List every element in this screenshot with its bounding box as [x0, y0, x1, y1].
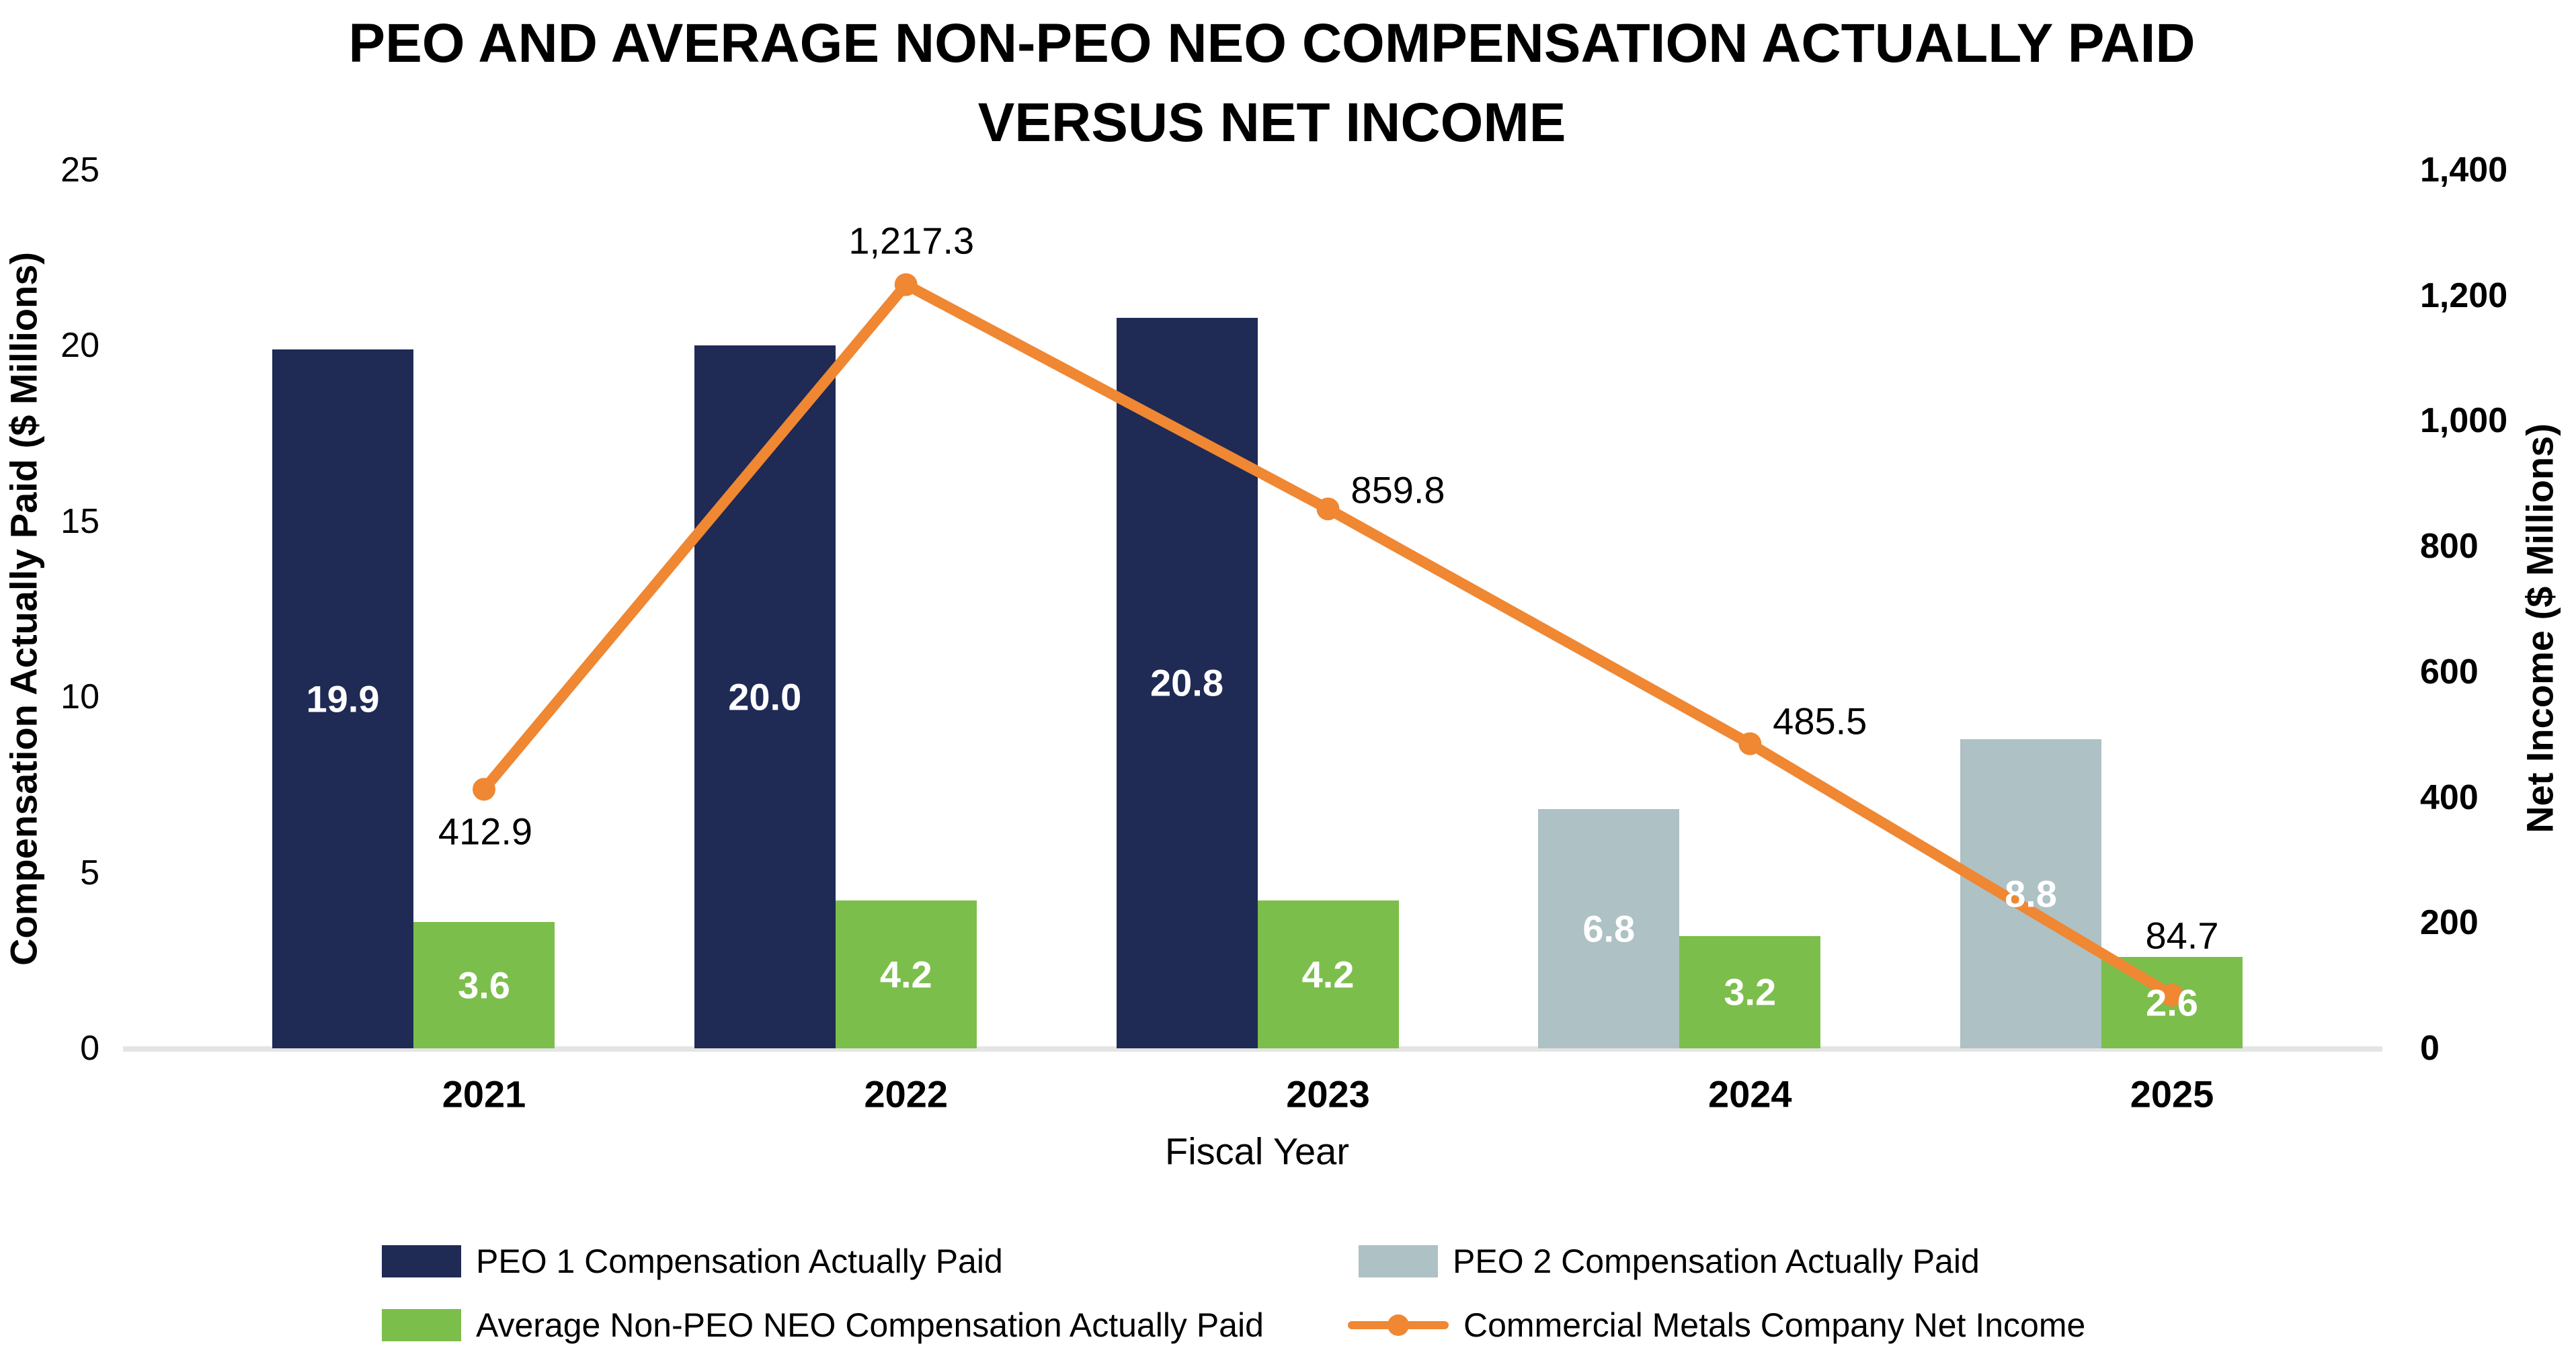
bar-value-label: 2.6 — [2146, 981, 2198, 1024]
legend-dot-icon — [1387, 1314, 1409, 1336]
x-axis-category-label: 2022 — [864, 1072, 949, 1116]
legend-item-nonpeo: Average Non-PEO NEO Compensation Actuall… — [382, 1304, 1264, 1346]
left-axis-tick: 10 — [61, 677, 99, 717]
nonpeo-legend-swatch — [382, 1309, 461, 1341]
peo1-legend-label: PEO 1 Compensation Actually Paid — [476, 1243, 1003, 1280]
x-axis-title: Fiscal Year — [1165, 1130, 1349, 1173]
net-income-legend-marker-icon — [1348, 1309, 1449, 1341]
right-axis-tick: 800 — [2420, 527, 2479, 566]
x-axis-category-label: 2024 — [1707, 1072, 1792, 1116]
chart-title-line2: VERSUS NET INCOME — [977, 92, 1566, 153]
left-axis-tick: 0 — [80, 1029, 99, 1068]
right-axis-tick: 0 — [2420, 1029, 2440, 1068]
legend-item-peo1: PEO 1 Compensation Actually Paid — [382, 1240, 1003, 1283]
left-axis-tick: 5 — [80, 853, 99, 892]
right-axis-tick: 200 — [2420, 903, 2479, 943]
right-axis-title: Net Income ($ Millions) — [2518, 423, 2561, 833]
bar-value-label: 8.8 — [2005, 872, 2057, 915]
peo2-legend-label: PEO 2 Compensation Actually Paid — [1453, 1243, 1980, 1280]
net-income-legend-label: Commercial Metals Company Net Income — [1463, 1306, 2086, 1344]
right-axis-tick: 400 — [2420, 777, 2479, 817]
x-axis-category-label: 2021 — [442, 1072, 526, 1116]
net-income-value-label: 485.5 — [1773, 700, 1867, 743]
x-axis-category-label: 2023 — [1286, 1072, 1370, 1116]
net-income-marker — [473, 777, 495, 801]
left-axis-tick: 20 — [61, 326, 99, 366]
net-income-value-label: 859.8 — [1351, 468, 1445, 511]
x-axis-baseline — [123, 1046, 2382, 1052]
legend-item-peo2: PEO 2 Compensation Actually Paid — [1359, 1240, 1980, 1283]
left-axis-tick: 25 — [61, 151, 99, 190]
right-axis-tick: 600 — [2420, 652, 2479, 691]
bar-value-label: 4.2 — [879, 953, 932, 996]
bar-value-label: 6.8 — [1582, 907, 1636, 950]
net-income-marker — [1316, 497, 1340, 521]
right-axis-tick: 1,000 — [2420, 401, 2508, 441]
x-axis-category-label: 2025 — [2130, 1072, 2214, 1116]
bar-navy — [272, 349, 413, 1048]
peo1-legend-swatch — [382, 1245, 461, 1277]
bar-value-label: 20.8 — [1150, 661, 1223, 704]
peo2-legend-swatch — [1359, 1245, 1438, 1277]
net-income-marker — [894, 273, 918, 296]
right-axis-tick: 1,400 — [2420, 151, 2508, 190]
chart-title: PEO AND AVERAGE NON-PEO NEO COMPENSATION… — [0, 4, 2544, 163]
left-axis-tick: 15 — [61, 501, 99, 541]
chart-title-line1: PEO AND AVERAGE NON-PEO NEO COMPENSATION… — [348, 13, 2196, 74]
net-income-value-label: 84.7 — [2145, 914, 2219, 957]
net-income-value-label: 1,217.3 — [848, 219, 975, 262]
net-income-value-label: 412.9 — [438, 810, 533, 853]
legend-item-net-income: Commercial Metals Company Net Income — [1348, 1304, 2085, 1346]
nonpeo-legend-label: Average Non-PEO NEO Compensation Actuall… — [476, 1306, 1264, 1344]
bar-value-label: 20.0 — [728, 675, 802, 718]
bar-value-label: 4.2 — [1301, 953, 1355, 996]
right-axis-tick: 1,200 — [2420, 276, 2508, 315]
bar-value-label: 19.9 — [306, 677, 380, 720]
net-income-marker — [1738, 732, 1762, 755]
bar-value-label: 3.2 — [1724, 970, 1777, 1013]
bar-value-label: 3.6 — [458, 964, 510, 1007]
